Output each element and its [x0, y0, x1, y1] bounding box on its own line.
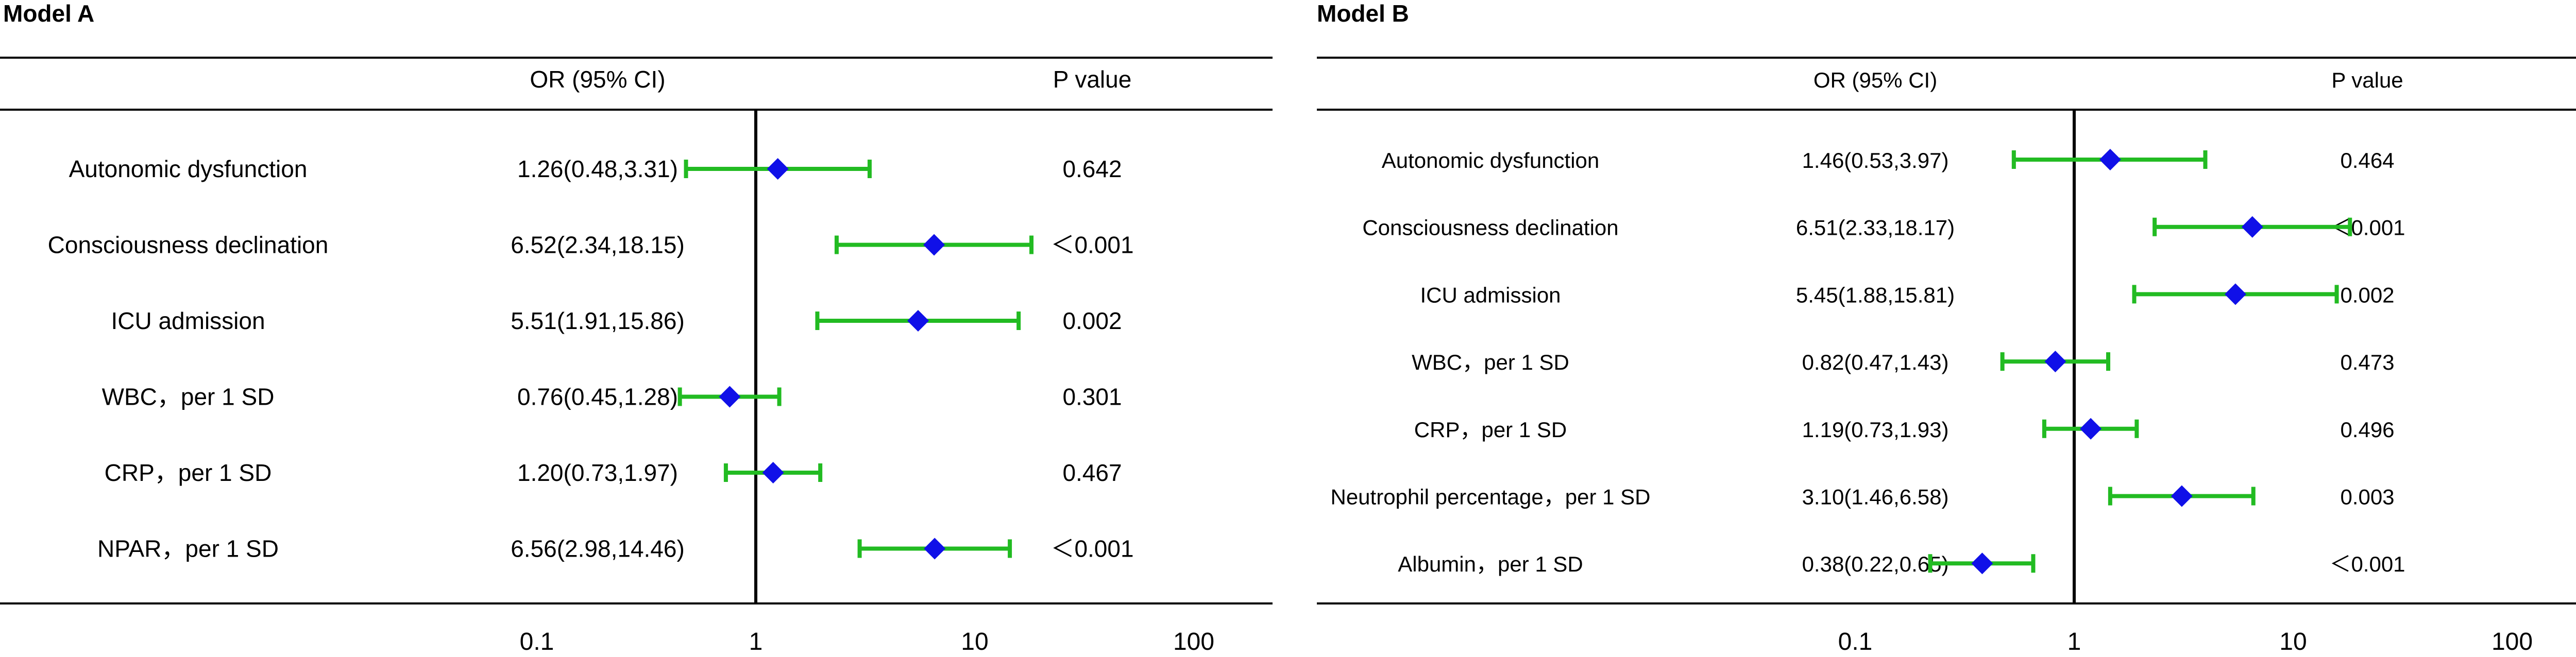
p-value: ＜0.001 [1050, 232, 1133, 258]
row-label: ICU admission [1420, 283, 1561, 307]
p-value: 0.473 [2340, 350, 2394, 374]
or-point-marker [762, 462, 784, 483]
or-ci-value: 1.19(0.73,1.93) [1802, 418, 1949, 442]
row-label: ICU admission [111, 307, 265, 334]
p-value: 0.464 [2340, 148, 2394, 172]
or-point-marker [2224, 283, 2246, 305]
or-point-marker [924, 538, 946, 560]
row-label: WBC，per 1 SD [1412, 350, 1569, 374]
or-point-marker [923, 234, 945, 256]
or-ci-value: 1.46(0.53,3.97) [1802, 148, 1949, 172]
or-point-marker [719, 386, 741, 408]
or-point-marker [2080, 418, 2102, 440]
p-value: 0.496 [2340, 418, 2394, 442]
or-ci-value: 6.51(2.33,18.17) [1796, 216, 1955, 240]
row-label: Consciousness declination [1362, 216, 1618, 240]
row-label: CRP，per 1 SD [105, 459, 272, 486]
or-column-header: OR (95% CI) [530, 66, 665, 93]
or-point-marker [2241, 216, 2263, 238]
or-ci-value: 6.56(2.98,14.46) [511, 535, 685, 562]
or-ci-value: 3.10(1.46,6.58) [1802, 485, 1949, 509]
or-point-marker [2044, 351, 2066, 373]
row-label: WBC，per 1 SD [102, 384, 275, 410]
x-tick-label: 0.1 [520, 628, 554, 655]
row-label: Consciousness declination [48, 232, 329, 258]
p-value: 0.003 [2340, 485, 2394, 509]
panel-title: Model A [3, 0, 94, 27]
or-ci-value: 5.51(1.91,15.86) [511, 307, 685, 334]
p-value: 0.002 [1062, 307, 1122, 334]
p-value: ＜0.001 [1050, 535, 1133, 562]
p-value: 0.002 [2340, 283, 2394, 307]
or-ci-value: 6.52(2.34,18.15) [511, 232, 685, 258]
or-point-marker [767, 158, 789, 180]
p-value-column-header: P value [2331, 68, 2403, 92]
p-value: ＜0.001 [2329, 552, 2405, 576]
x-tick-label: 10 [2279, 628, 2307, 655]
p-value-column-header: P value [1053, 66, 1132, 93]
x-tick-label: 1 [749, 628, 763, 655]
or-column-header: OR (95% CI) [1814, 68, 1937, 92]
p-value: 0.642 [1062, 155, 1122, 182]
row-label: Neutrophil percentage，per 1 SD [1330, 485, 1650, 509]
row-label: Autonomic dysfunction [69, 155, 308, 182]
p-value: 0.467 [1062, 459, 1122, 486]
or-ci-value: 0.82(0.47,1.43) [1802, 350, 1949, 374]
row-label: NPAR，per 1 SD [97, 535, 279, 562]
x-tick-label: 100 [1173, 628, 1214, 655]
row-label: Albumin，per 1 SD [1398, 552, 1583, 576]
panel-title: Model B [1317, 0, 1409, 27]
or-point-marker [1971, 552, 1993, 575]
x-tick-label: 100 [2492, 628, 2533, 655]
x-tick-label: 1 [2067, 628, 2081, 655]
row-label: CRP，per 1 SD [1414, 418, 1567, 442]
or-ci-value: 0.76(0.45,1.28) [517, 384, 678, 410]
or-point-marker [2171, 485, 2193, 507]
x-tick-label: 10 [961, 628, 988, 655]
p-value: 0.301 [1062, 384, 1122, 410]
x-tick-label: 0.1 [1838, 628, 1873, 655]
or-ci-value: 5.45(1.88,15.81) [1796, 283, 1955, 307]
or-point-marker [907, 310, 929, 332]
row-label: Autonomic dysfunction [1382, 148, 1600, 172]
or-ci-value: 1.20(0.73,1.97) [517, 459, 678, 486]
or-point-marker [2099, 149, 2121, 170]
or-ci-value: 0.38(0.22,0.65) [1802, 552, 1949, 576]
or-ci-value: 1.26(0.48,3.31) [517, 155, 678, 182]
